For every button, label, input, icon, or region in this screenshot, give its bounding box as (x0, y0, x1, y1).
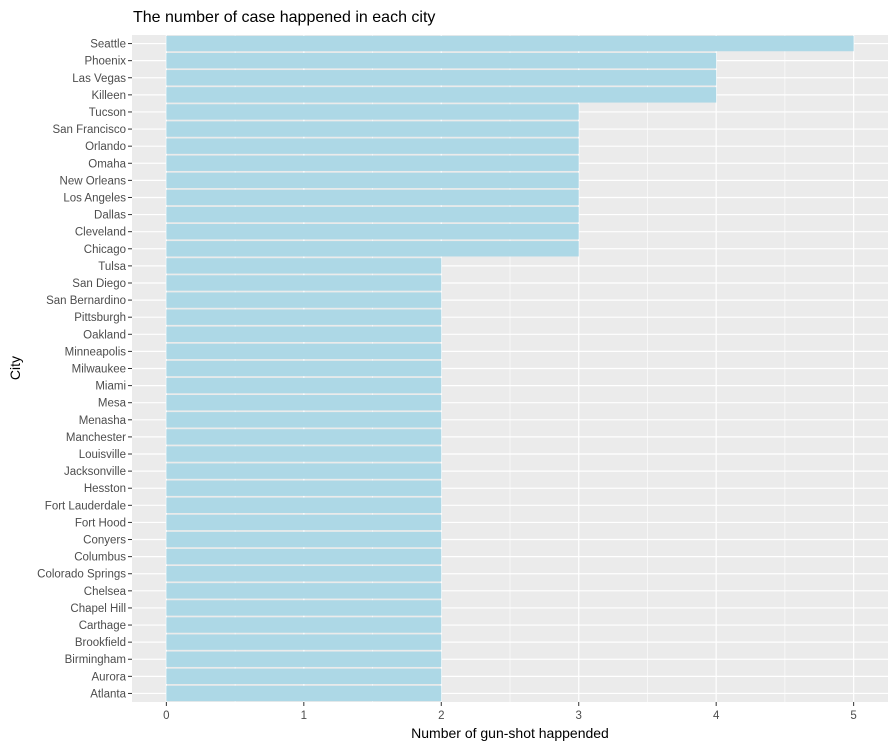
y-tick-label: Birmingham (65, 654, 126, 666)
bar (166, 104, 579, 120)
y-tick-label: Colorado Springs (37, 569, 126, 581)
bars (166, 35, 854, 702)
x-tick-label: 5 (850, 710, 856, 722)
bar (166, 326, 442, 342)
bar (166, 685, 442, 702)
bar (166, 309, 442, 325)
y-tick-label: Miami (95, 381, 126, 393)
y-tick-label: Las Vegas (72, 73, 126, 85)
bar (166, 172, 579, 189)
y-tick-label: Cleveland (75, 227, 126, 239)
y-tick-label: San Bernardino (46, 295, 126, 307)
y-tick-label: Chapel Hill (70, 603, 126, 615)
x-axis-title: Number of gun-shot happended (411, 725, 609, 741)
y-tick-label: Minneapolis (65, 346, 127, 358)
y-tick-label: Tulsa (98, 261, 126, 273)
bar (166, 70, 717, 86)
y-tick-label: Menasha (79, 415, 127, 427)
y-tick-label: Chelsea (84, 586, 127, 598)
bar (166, 617, 442, 633)
y-tick-label: Carthage (79, 620, 126, 632)
x-tick-label: 2 (438, 710, 444, 722)
bar (166, 138, 579, 154)
bar (166, 548, 442, 565)
bar (166, 395, 442, 411)
y-tick-label: Phoenix (84, 56, 126, 68)
chart-title: The number of case happened in each city (133, 9, 435, 26)
y-tick-label: Orlando (85, 141, 126, 153)
x-tick-label: 1 (301, 710, 307, 722)
y-tick-label: San Diego (72, 278, 126, 290)
bar (166, 52, 717, 69)
y-tick-label: Louisville (79, 449, 126, 461)
y-tick-label: Atlanta (90, 688, 126, 700)
bar (166, 35, 854, 52)
x-tick-label: 4 (713, 710, 720, 722)
y-tick-label: Pittsburgh (74, 312, 126, 324)
y-tick-label: San Francisco (52, 124, 126, 136)
bar (166, 531, 442, 548)
y-tick-label: Conyers (83, 535, 126, 547)
y-tick-label: Brookfield (75, 637, 126, 649)
bar (166, 223, 579, 240)
y-tick-label: Chicago (84, 244, 126, 256)
bar (166, 189, 579, 206)
y-axis: Seattle Phoenix Las Vegas Killeen Tucson San … (37, 39, 132, 700)
bar (166, 155, 579, 171)
y-tick-label: Mesa (98, 398, 127, 410)
bar (166, 412, 442, 428)
bar (166, 292, 442, 308)
y-tick-label: Fort Lauderdale (45, 500, 126, 512)
y-tick-label: Killeen (91, 90, 126, 102)
y-tick-label: Hesston (84, 483, 126, 495)
y-tick-label: New Orleans (60, 175, 127, 187)
bar (166, 463, 442, 479)
bar (166, 429, 442, 445)
bar (166, 651, 442, 667)
bar (166, 87, 717, 103)
bar (166, 514, 442, 531)
bar (166, 343, 442, 360)
bar (166, 446, 442, 462)
bar (166, 377, 442, 394)
bar (166, 600, 442, 616)
y-tick-label: Jacksonville (64, 466, 126, 478)
x-tick-label: 0 (163, 710, 169, 722)
y-tick-label: Dallas (94, 210, 126, 222)
bar (166, 480, 442, 496)
bar (166, 634, 442, 650)
y-tick-label: Seattle (90, 39, 126, 51)
y-tick-label: Oakland (83, 329, 126, 341)
y-tick-label: Omaha (88, 158, 126, 170)
y-tick-label: Columbus (74, 552, 126, 564)
bar (166, 566, 442, 582)
bar (166, 497, 442, 514)
bar (166, 241, 579, 257)
bar (166, 668, 442, 685)
x-axis: 0 1 2 3 4 5 (163, 702, 857, 722)
bar (166, 360, 442, 377)
y-tick-label: Milwaukee (72, 364, 126, 376)
bar (166, 583, 442, 599)
x-tick-label: 3 (576, 710, 582, 722)
bar (166, 258, 442, 274)
y-tick-label: Fort Hood (75, 517, 126, 529)
y-tick-label: Aurora (91, 671, 126, 683)
bar (166, 121, 579, 137)
bar (166, 206, 579, 223)
y-tick-label: Manchester (66, 432, 126, 444)
y-tick-label: Los Angeles (63, 192, 126, 204)
y-axis-title: City (7, 356, 23, 380)
y-tick-label: Tucson (89, 107, 126, 119)
bar (166, 275, 442, 291)
